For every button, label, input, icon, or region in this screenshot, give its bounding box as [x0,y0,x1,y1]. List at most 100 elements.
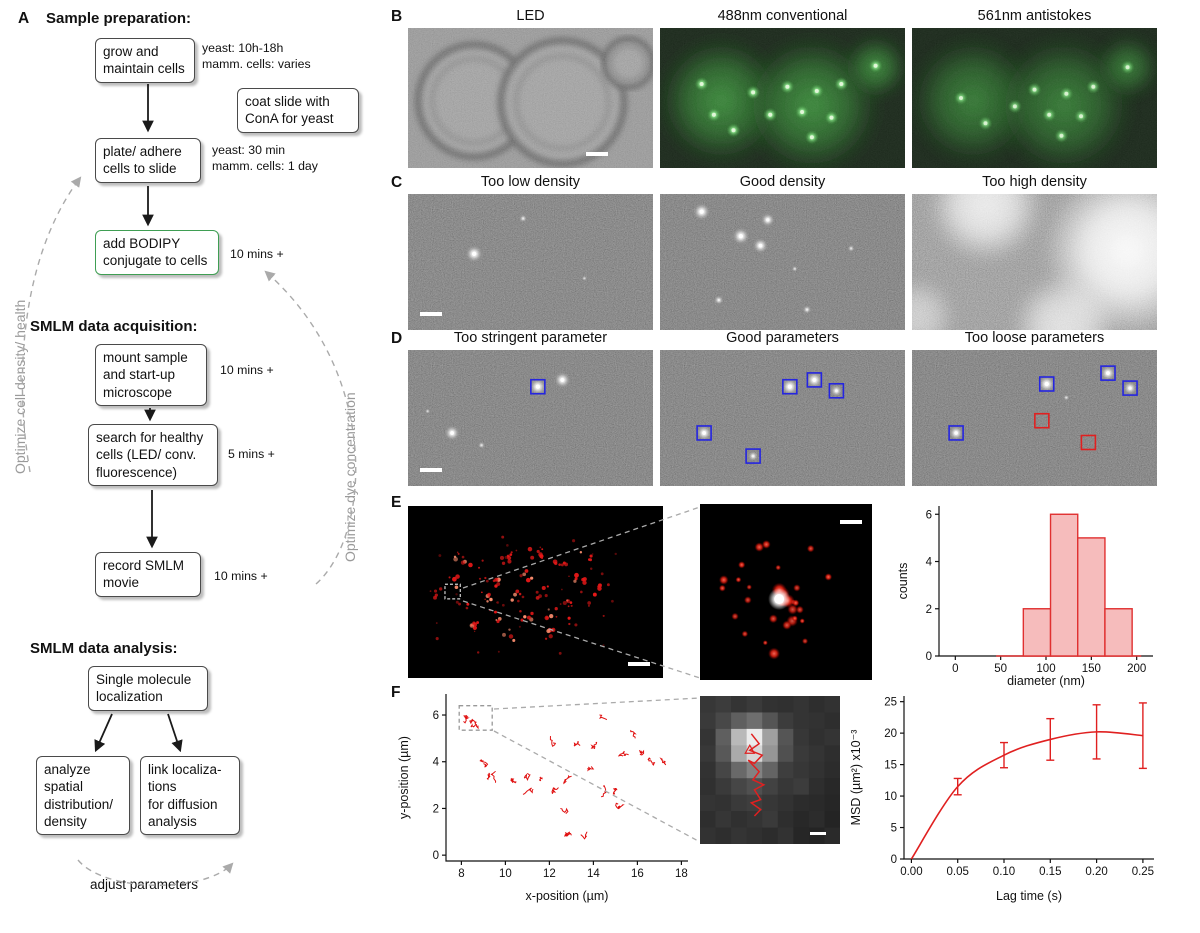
svg-text:100: 100 [1036,663,1055,675]
svg-text:x-position (µm): x-position (µm) [526,889,609,903]
image-title-488: 488nm conventional [717,8,848,24]
fluorescence-svg [660,28,905,168]
svg-text:6: 6 [433,710,439,722]
flow-box-plate: plate/ adhere cells to slide [95,138,201,183]
flow-box-coat: coat slide with ConA for yeast [237,88,359,133]
note-record: 10 mins + [214,569,268,583]
pixel-zoom-svg [700,696,840,844]
micrograph-good-density [660,194,905,330]
optimize-density-label: Optimize cell density/ health [12,299,28,474]
svg-text:2: 2 [433,803,439,815]
roi-box [444,583,461,600]
noise-micrograph-svg [660,194,905,330]
image-title-stringent: Too stringent parameter [453,330,608,346]
svg-text:2: 2 [926,604,932,616]
acq-title: SMLM data acquisition: [30,318,198,335]
detection-box-blue [782,378,798,395]
msd-svg: 0.00 0.05 0.10 0.15 0.20 0.25 0 5 10 15 20 25 Lag ti… [849,696,1154,903]
image-title-low-density: Too low density [480,174,581,190]
pixel-zoom-image [700,696,840,844]
svg-text:0.20: 0.20 [1085,866,1107,878]
histogram-svg: 0 50 100 150 200 0 2 4 6 diameter (nm) counts [896,506,1153,688]
prep-title: Sample preparation: [46,10,192,27]
svg-text:0.10: 0.10 [993,866,1015,878]
svg-text:6: 6 [926,509,932,521]
note-plate: yeast: 30 min mamm. cells: 1 day [212,143,318,174]
detection-box-blue [1122,380,1138,396]
svg-text:0: 0 [433,850,439,862]
image-title-high-density: Too high density [982,174,1087,190]
detection-box-blue [1100,365,1116,381]
svg-text:0: 0 [926,651,932,663]
svg-text:y-position (µm): y-position (µm) [397,736,411,819]
detection-box-blue [745,448,761,464]
micrograph-good-params [660,350,905,486]
svg-text:18: 18 [675,868,688,880]
detection-box-blue [828,382,845,399]
panel-a-label: A [18,10,30,27]
scale-bar [420,312,442,316]
svg-text:200: 200 [1127,663,1146,675]
svg-text:20: 20 [884,728,897,740]
scale-bar [810,832,826,835]
svg-text:50: 50 [994,663,1007,675]
svg-text:MSD (µm²) x10⁻³: MSD (µm²) x10⁻³ [849,730,863,826]
detection-box-blue [696,425,712,441]
noise-micrograph-svg [660,350,905,486]
flow-box-search: search for healthy cells (LED/ conv. flu… [88,424,218,486]
msd-curve [910,731,1143,860]
scale-bar [586,152,608,156]
noise-micrograph-svg [912,350,1157,486]
micrograph-low-density [408,194,653,330]
panel-b-label: B [391,8,403,25]
detection-box-red [1080,434,1097,451]
note-grow: yeast: 10h-18h mamm. cells: varies [202,41,311,72]
micrograph-high-density [912,194,1157,330]
adjust-label: adjust parameters [90,877,199,892]
noise-micrograph-svg [408,350,653,486]
flow-box-single: Single molecule localization [88,666,208,711]
svg-text:15: 15 [884,760,897,772]
smlm-svg [408,506,663,678]
svg-text:0.15: 0.15 [1039,866,1061,878]
svg-text:4: 4 [433,757,440,769]
single-molecule-track [747,733,766,817]
svg-text:counts: counts [896,563,910,600]
scale-bar [840,520,862,524]
svg-text:4: 4 [926,557,933,569]
smlm-zoom-image [700,504,872,680]
msd-plot: 0.00 0.05 0.10 0.15 0.20 0.25 0 5 10 15 20 25 Lag ti… [848,684,1170,905]
note-search: 5 mins + [228,447,275,461]
trajectory-svg: 8 10 12 14 16 18 0 2 4 6 x-position (µm) y-position… [397,694,688,903]
optimize-dye-label: Optimize dye concentration [342,392,358,562]
noise-micrograph-svg [408,194,653,330]
detection-box-blue [1038,376,1055,392]
flow-box-record: record SMLM movie [95,552,201,597]
trajectory-plot: 8 10 12 14 16 18 0 2 4 6 x-position (µm) y-position… [396,686,700,905]
noise-micrograph-svg [912,194,1157,330]
flow-box-bodipy: add BODIPY conjugate to cells [95,230,219,275]
svg-text:25: 25 [884,697,897,709]
note-mount: 10 mins + [220,363,274,377]
smlm-reconstruction-image [408,506,663,678]
svg-text:0: 0 [891,854,897,866]
panel-f-label: F [391,684,401,701]
flow-box-grow: grow and maintain cells [95,38,195,83]
fluorescence-svg [912,28,1157,168]
svg-text:Lag time (s): Lag time (s) [996,889,1062,903]
flow-box-analyze: analyze spatial distribution/ density [36,756,130,836]
diameter-histogram: 0 50 100 150 200 0 2 4 6 diameter (nm) counts [895,498,1167,690]
panel-d-label: D [391,330,403,347]
scale-bar [628,662,650,666]
image-title-good-params: Good parameters [726,330,839,346]
analysis-title: SMLM data analysis: [30,640,178,657]
image-title-loose-params: Too loose parameters [964,330,1105,346]
svg-text:8: 8 [458,868,464,880]
svg-text:5: 5 [891,823,897,835]
panel-e-label: E [391,494,402,511]
micrograph-led [408,28,653,168]
image-title-good-density: Good density [739,174,826,190]
svg-text:12: 12 [543,868,556,880]
detection-box-red [1034,412,1050,429]
